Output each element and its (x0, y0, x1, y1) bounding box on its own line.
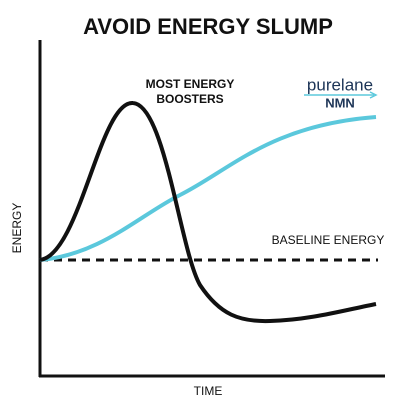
brand-arrow (369, 91, 378, 99)
x-axis-label: TIME (194, 384, 223, 398)
nmn-curve (39, 115, 377, 262)
brand-name: purelane (307, 75, 373, 94)
baseline-label: BASELINE ENERGY (272, 233, 385, 247)
boosters-label: MOST ENERGY (146, 77, 235, 91)
boosters-curve (39, 100, 377, 324)
y-axis-label: ENERGY (10, 203, 24, 254)
boosters-label: BOOSTERS (156, 92, 223, 106)
brand-product: NMN (325, 95, 355, 110)
title: AVOID ENERGY SLUMP (83, 14, 333, 39)
